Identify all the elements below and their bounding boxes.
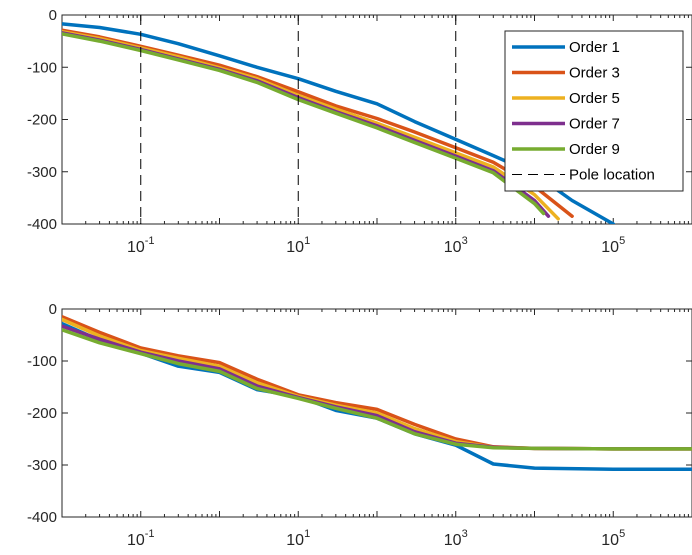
x-tick-label-exponent: 5	[619, 235, 625, 247]
x-tick-label-base: 10	[286, 532, 304, 549]
legend-box	[504, 30, 684, 192]
x-tick-label-base: 10	[127, 532, 145, 549]
y-tick-label: 0	[49, 7, 57, 24]
legend-label: Order 1	[569, 39, 620, 56]
x-tick-label-exponent: 1	[304, 235, 310, 247]
series-order-9	[62, 32, 546, 216]
x-tick-label-base: 10	[127, 239, 145, 256]
y-tick-label: -200	[27, 112, 57, 129]
y-tick-label: 0	[49, 301, 57, 318]
legend-label: Order 5	[569, 90, 620, 107]
x-tick-label-base: 10	[444, 532, 462, 549]
legend-label: Order 7	[569, 116, 620, 133]
x-tick-label: 105	[601, 528, 625, 549]
x-tick-label-base: 10	[444, 239, 462, 256]
series-order-9	[62, 328, 692, 451]
x-tick-label-exponent: -1	[145, 235, 155, 247]
x-tick-label: 101	[286, 235, 310, 256]
legend-label: Pole location	[569, 167, 655, 184]
x-tick-label: 105	[601, 235, 625, 256]
y-tick-label: -400	[27, 509, 57, 526]
y-tick-label: -100	[27, 353, 57, 370]
x-tick-label: 101	[286, 528, 310, 549]
x-tick-label: 103	[444, 528, 468, 549]
x-tick-label-exponent: 3	[462, 235, 468, 247]
y-tick-label: -300	[27, 457, 57, 474]
x-tick-label: 103	[444, 235, 468, 256]
x-tick-label-base: 10	[601, 532, 619, 549]
legend-label: Order 3	[569, 65, 620, 82]
plot-area	[62, 315, 692, 471]
y-tick-label: -400	[27, 216, 57, 233]
y-tick-label: -200	[27, 405, 57, 422]
y-tick-label: -100	[27, 59, 57, 76]
legend-label: Order 9	[569, 141, 620, 158]
x-tick-label-base: 10	[286, 239, 304, 256]
x-tick-label-base: 10	[601, 239, 619, 256]
x-tick-label-exponent: 5	[619, 528, 625, 540]
x-tick-label: 10-1	[127, 528, 155, 549]
x-tick-label: 10-1	[127, 235, 155, 256]
x-tick-label-exponent: 1	[304, 528, 310, 540]
y-tick-label: -300	[27, 164, 57, 181]
x-tick-label-exponent: 3	[462, 528, 468, 540]
x-tick-label-exponent: -1	[145, 528, 155, 540]
legend: Order 1 Order 3 Order 5 Order 7 Order 9 Pole …	[504, 30, 684, 192]
